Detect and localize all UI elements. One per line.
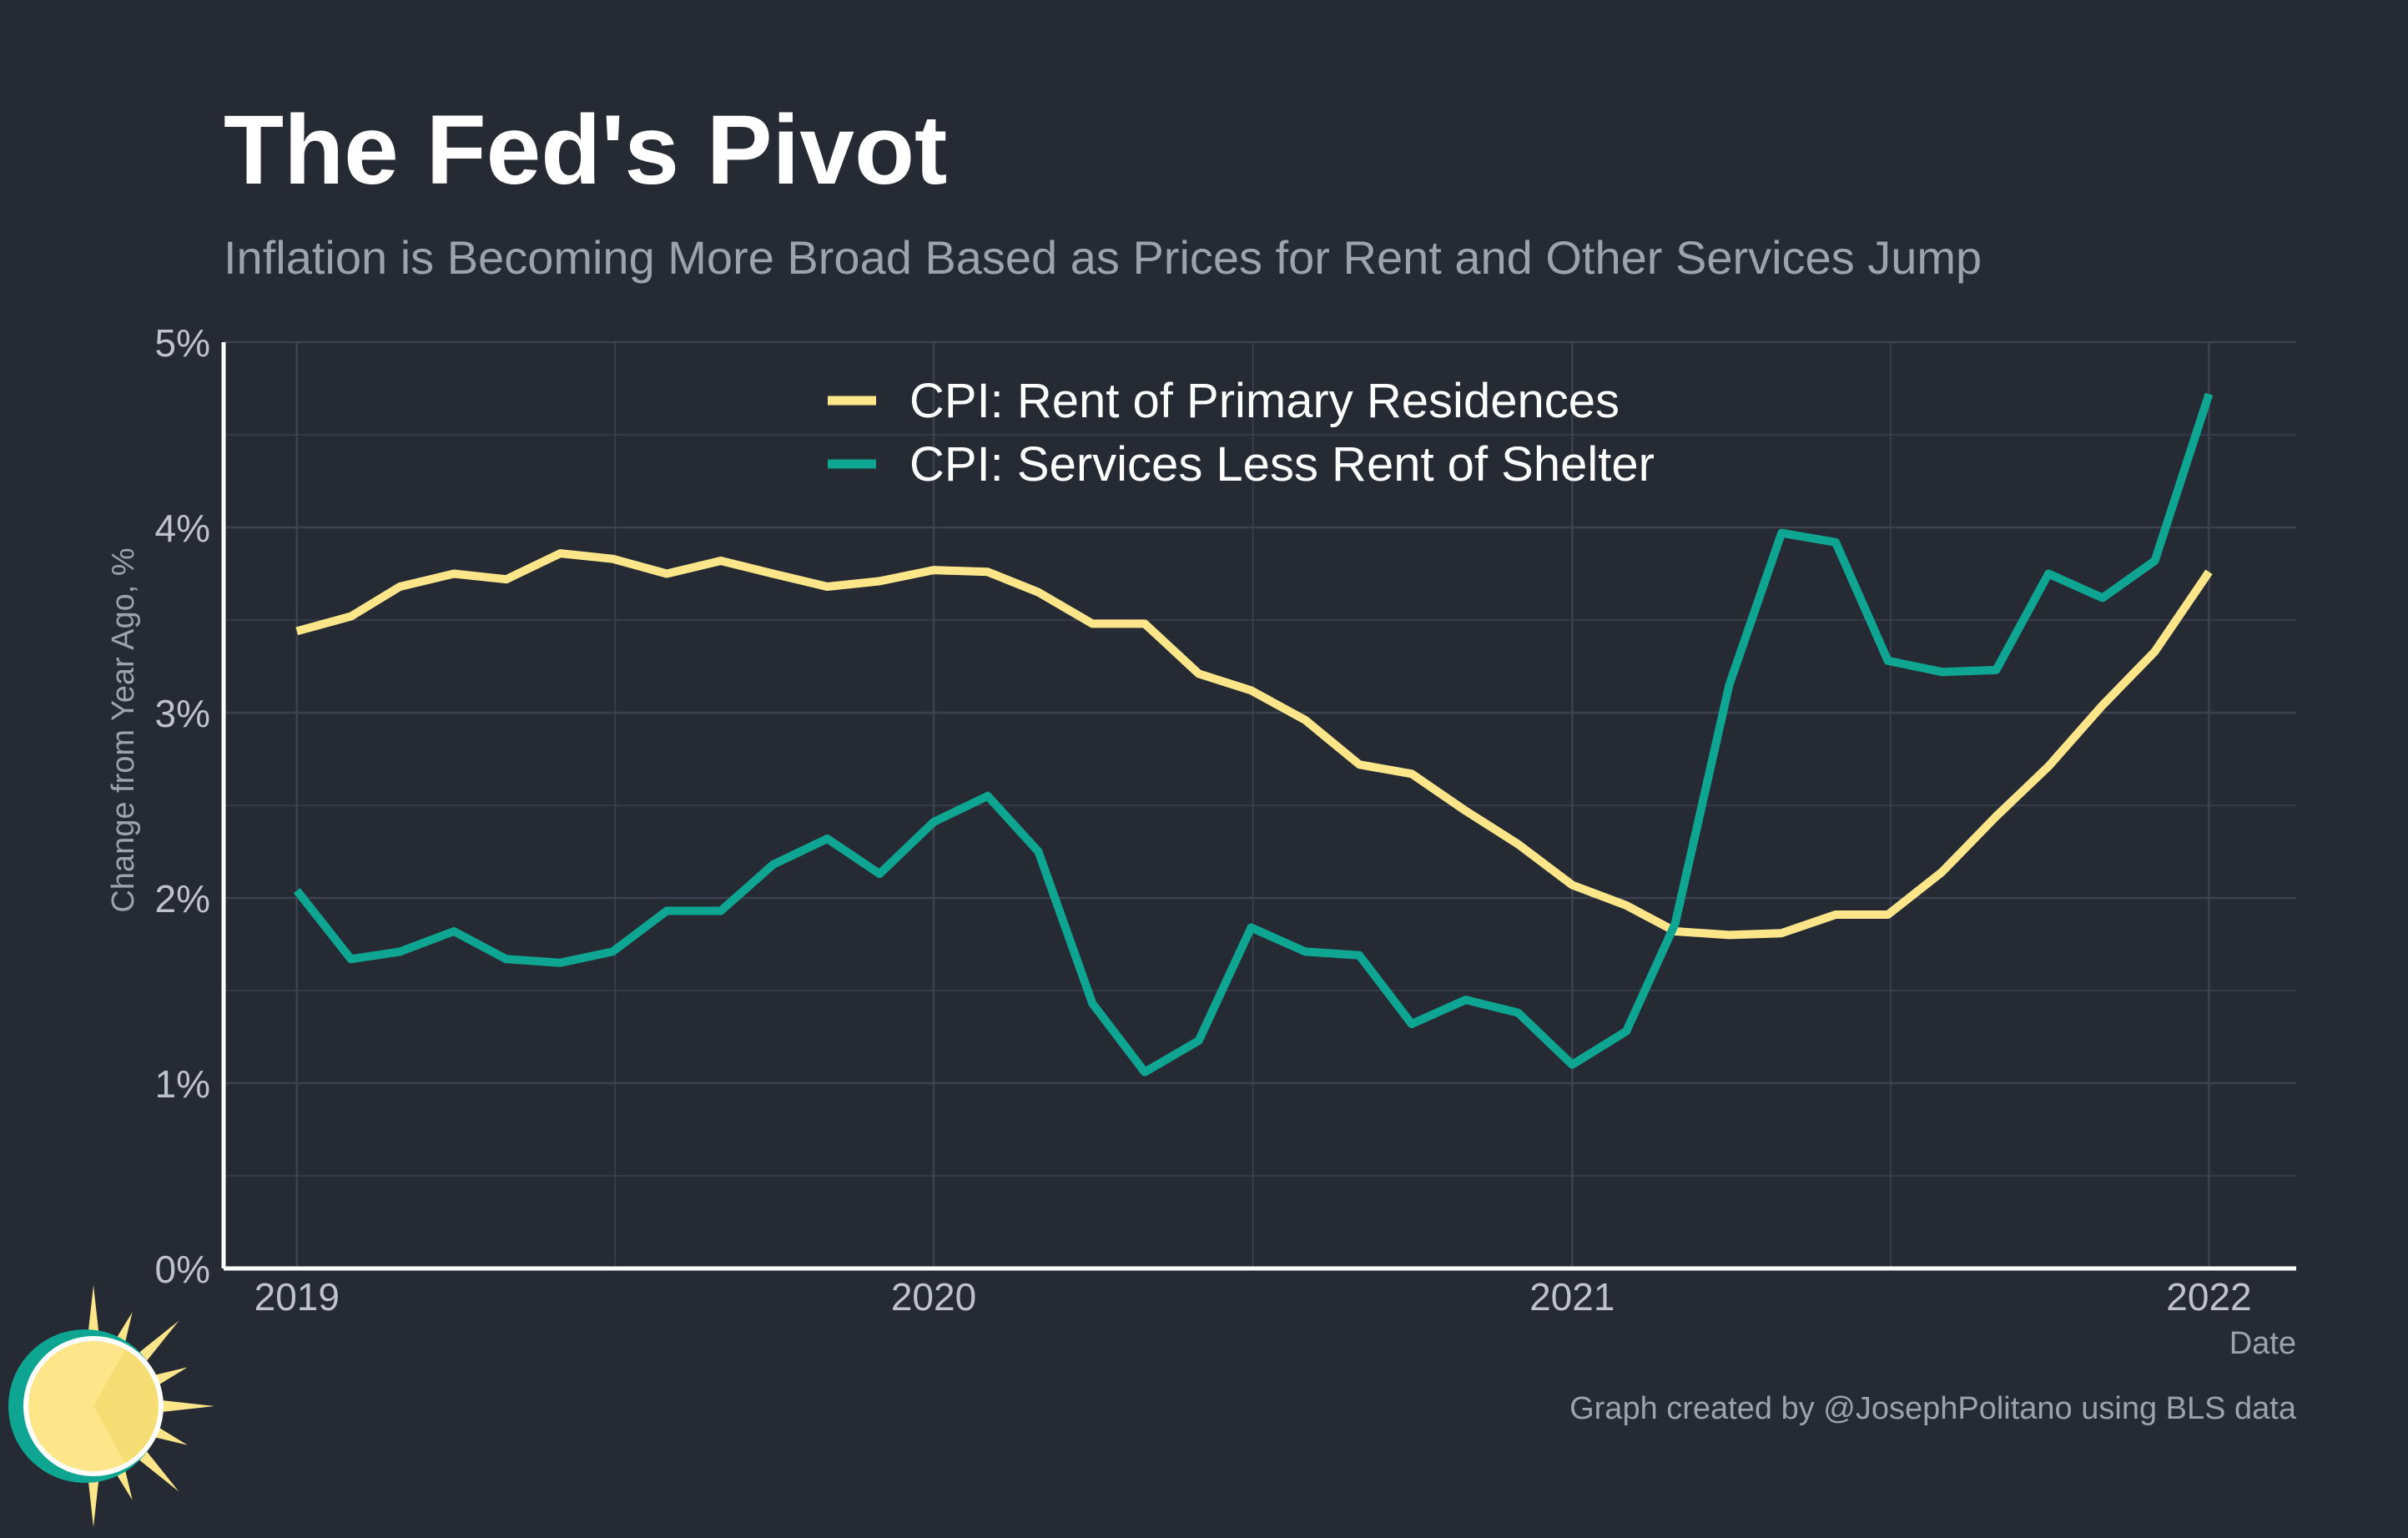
- y-tick-label: 1%: [155, 1062, 210, 1106]
- grid: [224, 340, 2296, 1270]
- sun-shade: [93, 1349, 159, 1463]
- sun-ray: [151, 1399, 214, 1414]
- x-tick-label: 2021: [1529, 1275, 1615, 1319]
- y-tick-label: 0%: [155, 1248, 210, 1291]
- series-line-1: [295, 549, 2213, 940]
- x-tick-label: 2019: [254, 1275, 340, 1319]
- legend-label: CPI: Rent of Primary Residences: [909, 374, 1620, 428]
- y-axis-label: Change from Year Ago, %: [106, 547, 141, 912]
- x-axis-label: Date: [2229, 1326, 2296, 1361]
- chart-title: The Fed's Pivot: [224, 95, 947, 205]
- y-tick-label: 4%: [155, 507, 210, 550]
- y-tick-label: 5%: [155, 321, 210, 365]
- legend: CPI: Rent of Primary Residences CPI: Serv…: [828, 374, 1655, 492]
- chart-subtitle: Inflation is Becoming More Broad Based a…: [224, 231, 1982, 284]
- series-lines: [293, 392, 2214, 1077]
- y-tick-labels: 0% 1% 2% 3% 4% 5%: [155, 321, 210, 1291]
- caption: Graph created by @JosephPolitano using B…: [1569, 1391, 2297, 1426]
- y-tick-label: 3%: [155, 692, 210, 735]
- x-tick-labels: 2019 2020 2021 2022: [254, 1275, 2252, 1319]
- x-tick-label: 2020: [891, 1275, 976, 1319]
- y-tick-label: 2%: [155, 877, 210, 920]
- x-tick-label: 2022: [2166, 1275, 2251, 1319]
- legend-label: CPI: Services Less Rent of Shelter: [909, 437, 1655, 492]
- sun-logo-icon: [8, 1285, 214, 1527]
- series-line-2: [293, 392, 2214, 1077]
